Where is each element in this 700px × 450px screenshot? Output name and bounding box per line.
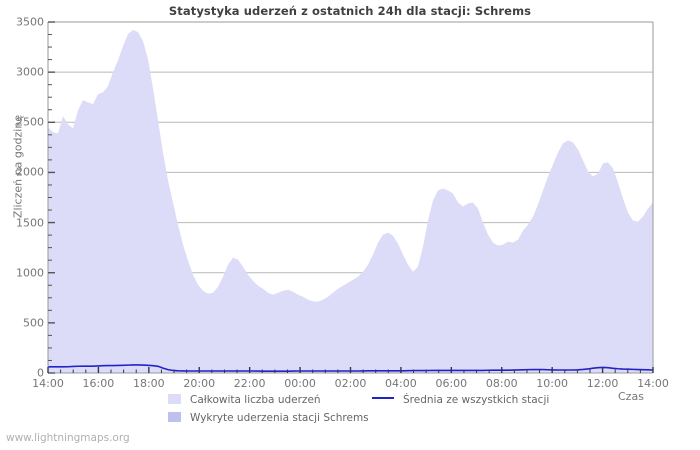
x-tick-label: 10:00: [536, 377, 569, 390]
x-tick-label: 02:00: [334, 377, 367, 390]
x-tick-label: 14:00: [32, 377, 64, 390]
page-title: Statystyka uderzeń z ostatnich 24h dla s…: [168, 4, 532, 18]
y-tick-label: 1500: [16, 216, 44, 230]
y-tick-label: 2500: [16, 115, 44, 129]
legend-label: Średnia ze wszystkich stacji: [403, 394, 550, 406]
footer-attribution: www.lightningmaps.org: [6, 432, 130, 444]
area-total-strikes: [48, 30, 653, 374]
legend-item[interactable]: Wykryte uderzenia stacji Schrems: [168, 412, 369, 424]
x-tick-label: 08:00: [485, 377, 518, 390]
x-tick-label: 04:00: [385, 377, 417, 390]
y-tick-label: 3500: [16, 15, 44, 29]
y-tick-label: 2000: [16, 165, 44, 179]
legend-swatch-marker: [168, 394, 181, 404]
y-tick-label: 500: [23, 316, 44, 330]
legend-label: Wykryte uderzenia stacji Schrems: [190, 412, 369, 424]
x-tick-label: 14:00: [637, 377, 669, 390]
x-tick-label: 12:00: [586, 377, 619, 390]
legend-item[interactable]: Średnia ze wszystkich stacji: [372, 394, 549, 406]
y-tick-label: 3000: [16, 65, 44, 79]
x-tick-label: 22:00: [233, 377, 266, 390]
y-tick-label: 1000: [16, 266, 44, 280]
x-tick-label: 06:00: [435, 377, 468, 390]
x-tick-label: 00:00: [284, 377, 316, 390]
legend-item[interactable]: Całkowita liczba uderzeń: [168, 394, 321, 406]
y-axis-tick-labels: 0 500 1000 1500 2000 2500 3000 3500: [0, 0, 44, 450]
x-tick-label: 16:00: [82, 377, 115, 390]
y-tick-label: 0: [37, 366, 44, 380]
legend-swatch-marker: [168, 412, 181, 422]
x-tick-label: 20:00: [183, 377, 216, 390]
chart-legend: Całkowita liczba uderzeń Wykryte uderzeni…: [0, 392, 700, 432]
x-axis-label: Czas: [618, 390, 644, 403]
legend-label: Całkowita liczba uderzeń: [190, 394, 321, 406]
legend-line-marker: [372, 397, 394, 399]
x-tick-label: 18:00: [132, 377, 165, 390]
